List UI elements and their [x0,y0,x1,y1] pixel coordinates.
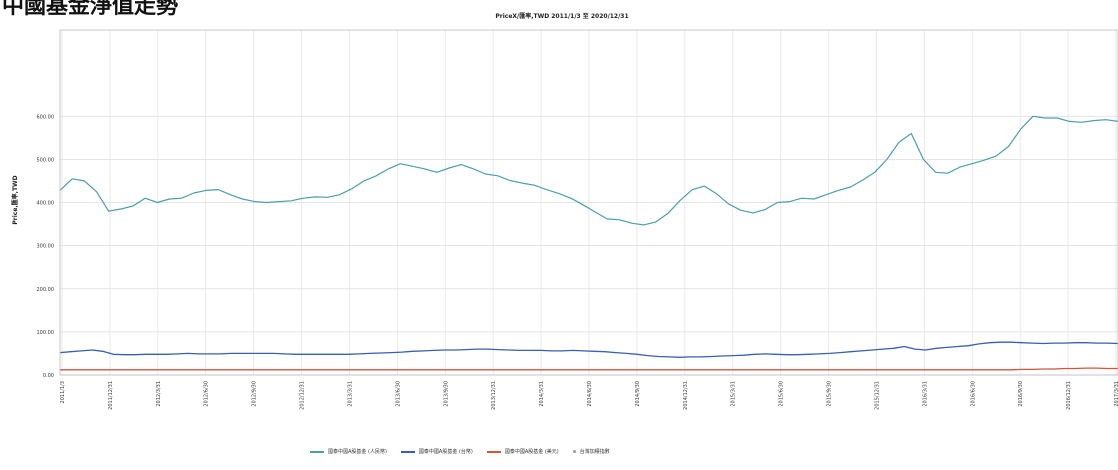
legend-item-0[interactable]: 國泰中國A股基金 (人民幣) [310,448,387,455]
y-tick-label: 0.00 [43,373,54,379]
legend-item-2[interactable]: 國泰中國A股基金 (美元) [486,448,559,455]
x-tick-label: 2013/12/31 [491,381,497,410]
x-tick-label: 2011/1/3 [60,381,66,403]
y-tick-label: 300.00 [37,244,55,250]
x-tick-label: 2014/6/30 [587,381,593,407]
legend-item-3[interactable]: 台灣加權指數 [572,448,610,455]
chart-title-group: PriceX/匯率,TWD 2011/1/3 至 2020/12/31 [495,12,628,20]
x-ticks: 2011/1/3 2011/12/31 2012/3/31 2012/6/30 2012… [60,381,1118,410]
x-tick-label: 2016/9/30 [1018,381,1024,407]
legend-item-1[interactable]: 國泰中國A股基金 (台幣) [400,448,473,455]
x-tick-label: 2014/9/30 [635,381,641,407]
y-tick-label: 500.00 [37,157,55,163]
x-tick-label: 2011/12/31 [108,381,114,410]
y-tick-label: 200.00 [37,287,55,293]
legend-label: 國泰中國A股基金 (美元) [504,449,559,455]
x-tick-label: 2014/12/31 [683,381,689,410]
x-tick-label: 2015/12/31 [874,381,880,410]
x-tick-label: 2016/12/31 [1066,381,1072,410]
grid [60,30,1118,376]
series-line-2 [60,367,1118,371]
y-tick-label: 600.00 [37,114,55,120]
x-tick-label: 2013/3/31 [347,381,353,407]
x-tick-label: 2012/3/31 [156,381,162,407]
x-tick-label: 2017/3/31 [1114,381,1118,407]
x-tick-label: 2013/6/30 [395,381,401,407]
x-tick-label: 2015/9/30 [827,381,833,407]
series-lines [59,115,1118,371]
x-tick-label: 2013/9/30 [443,381,449,407]
legend-label: 國泰中國A股基金 (人民幣) [328,449,387,455]
x-tick-label: 2015/3/31 [731,381,737,407]
legend: 國泰中國A股基金 (人民幣) 國泰中國A股基金 (台幣) 國泰中國A股基金 (美元)… [310,448,610,455]
y-ticks: 0.00 100.00 200.00 300.00 400.00 500.00 600.00 [37,114,55,379]
chart-title: PriceX/匯率,TWD 2011/1/3 至 2020/12/31 [495,12,628,20]
x-tick-label: 2016/6/30 [970,381,976,407]
y-tick-label: 100.00 [37,330,55,336]
y-axis-title: Price,匯率,TWD [11,175,19,224]
x-tick-label: 2016/3/31 [922,381,928,407]
legend-label: 國泰中國A股基金 (台幣) [418,449,473,455]
series-line-0 [59,115,1118,226]
page-heading: 中國基金淨值走勢 [2,0,179,19]
x-tick-label: 2012/9/30 [252,381,258,407]
series-line-1 [59,341,1118,358]
x-tick-label: 2012/6/30 [204,381,210,407]
legend-swatch [400,450,415,453]
x-tick-label: 2012/12/31 [300,381,306,410]
y-axis-title-group: Price,匯率,TWD [11,175,19,224]
x-tick-label: 2014/3/31 [539,381,545,407]
x-tick-label: 2015/6/30 [779,381,785,407]
legend-swatch [572,450,576,453]
y-tick-label: 400.00 [37,201,55,207]
legend-swatch [486,450,501,453]
legend-swatch [310,450,324,453]
legend-label: 台灣加權指數 [579,449,610,455]
plot-frame [59,29,1118,376]
